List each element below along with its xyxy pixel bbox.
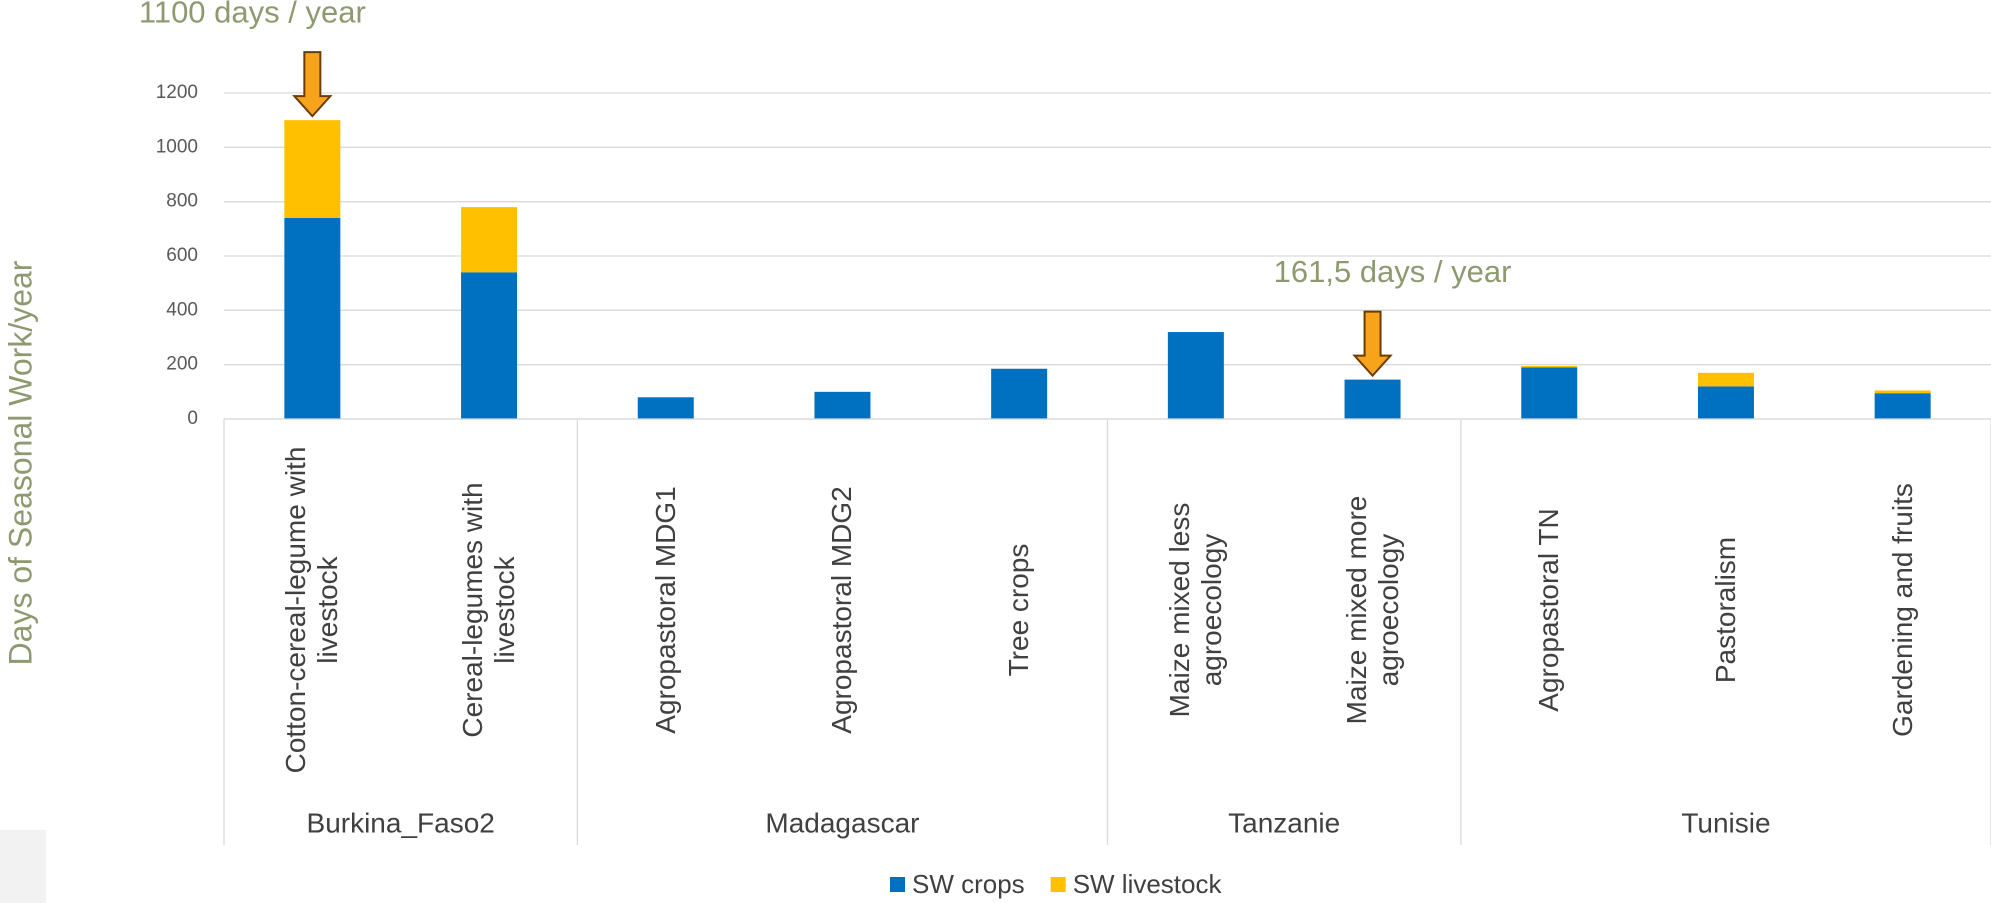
corner-panel [0,830,46,903]
annotation-arrow [1352,310,1393,378]
bar-segment [1697,372,1754,387]
x-tick-label: Agropastoral MDG1 [649,486,681,734]
legend-label: SW crops [912,869,1025,899]
legend-swatch [1050,877,1066,892]
x-tick-label: Gardening and fruits [1886,483,1918,737]
bar-segment [814,391,871,419]
bar-segment [461,207,518,273]
y-tick-label: 400 [166,299,198,320]
x-tick-label: Agropastoral MDG2 [826,486,858,734]
bar-segment [991,368,1048,419]
group-label: Tanzanie [1228,807,1340,838]
bar-segment [1167,332,1224,419]
annotation: 161,5 days / year [1274,254,1512,289]
y-axis-title: Days of Seasonal Work/year [2,260,38,665]
y-tick-label: 600 [166,245,198,266]
bar-segment [284,217,341,419]
y-tick-label: 1200 [156,82,198,103]
group-label: Burkina_Faso2 [307,807,495,838]
annotation-arrow [292,51,333,118]
bar-segment [1874,393,1931,419]
bar-segment [1697,386,1754,419]
bar-segment [1521,367,1578,419]
bar-segment [1874,390,1931,394]
y-tick-label: 800 [166,191,198,212]
x-tick-label: Maize mixed more agroecology [1340,495,1404,725]
group-label: Tunisie [1681,807,1770,838]
bar-segment [1521,366,1578,368]
x-tick-label: Agropastoral TN [1533,508,1565,712]
x-tick-label: Maize mixed less agroecology [1163,502,1227,718]
legend-swatch [890,877,905,892]
bar-segment [284,120,341,218]
annotation: 1100 days / year [139,0,366,29]
bar-segment [461,272,518,419]
bar-segment [637,397,694,419]
group-label: Madagascar [765,807,919,838]
y-tick-label: 200 [166,354,198,375]
x-tick-label: Cotton-cereal-legume with livestock [280,446,344,774]
y-tick-label: 0 [187,408,198,429]
x-tick-label: Pastoralism [1709,536,1741,684]
x-tick-label: Tree crops [1003,543,1035,677]
x-tick-label: Cereal-legumes with livestock [457,482,521,738]
legend-label: SW livestock [1073,869,1223,899]
bar-segment [1344,379,1401,419]
y-tick-label: 1000 [156,136,198,157]
